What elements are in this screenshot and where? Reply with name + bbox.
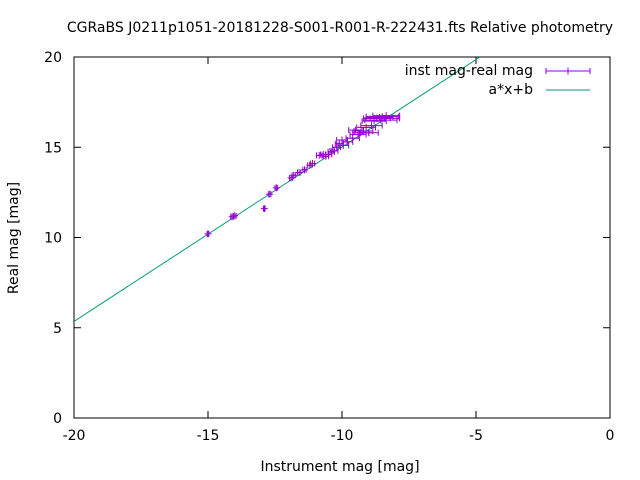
x-tick-label: 0 — [606, 428, 615, 444]
fit-line-series — [74, 57, 481, 322]
data-point — [309, 159, 317, 167]
data-point — [260, 205, 268, 213]
data-point — [345, 134, 360, 142]
plot-frame — [73, 56, 611, 419]
legend-point-marker — [545, 67, 591, 75]
legend: inst mag-real mag a*x+b — [405, 63, 591, 98]
y-tick-label: 0 — [53, 411, 62, 427]
data-point — [341, 138, 354, 146]
data-point — [315, 151, 323, 159]
data-point — [327, 148, 335, 156]
data-point — [372, 112, 401, 120]
chart-title: CGRaBS J0211p1051-20181228-S001-R001-R-2… — [67, 20, 613, 36]
legend-sample-points — [545, 67, 591, 75]
legend-label-fit: a*x+b — [489, 82, 534, 98]
data-point — [295, 169, 303, 177]
y-tick-label: 15 — [44, 140, 62, 156]
legend-label-points: inst mag-real mag — [405, 63, 533, 79]
y-tick-label: 10 — [44, 231, 62, 247]
x-tick-label: -5 — [469, 428, 483, 444]
data-point — [300, 166, 308, 174]
data-point — [360, 122, 383, 130]
data-point — [365, 113, 399, 121]
x-axis-label: Instrument mag [mag] — [260, 459, 419, 475]
data-point — [266, 190, 274, 198]
data-point — [361, 117, 387, 125]
y-axis-label: Real mag [mag] — [6, 182, 22, 294]
y-tick-label: 5 — [53, 321, 62, 337]
data-point — [231, 212, 239, 220]
data-point — [204, 230, 212, 238]
x-axis: -20 -15 -10 -5 0 — [63, 57, 615, 444]
y-axis: 0 5 10 15 20 — [44, 50, 610, 427]
data-point — [272, 184, 280, 192]
x-tick-label: -20 — [63, 428, 86, 444]
data-point — [337, 141, 350, 149]
data-points-series — [204, 112, 401, 238]
data-point — [290, 171, 298, 179]
data-point — [353, 127, 374, 135]
data-point — [329, 147, 339, 155]
y-tick-label: 20 — [44, 50, 62, 66]
x-tick-label: -15 — [197, 428, 220, 444]
x-tick-label: -10 — [331, 428, 354, 444]
data-point — [358, 129, 379, 137]
